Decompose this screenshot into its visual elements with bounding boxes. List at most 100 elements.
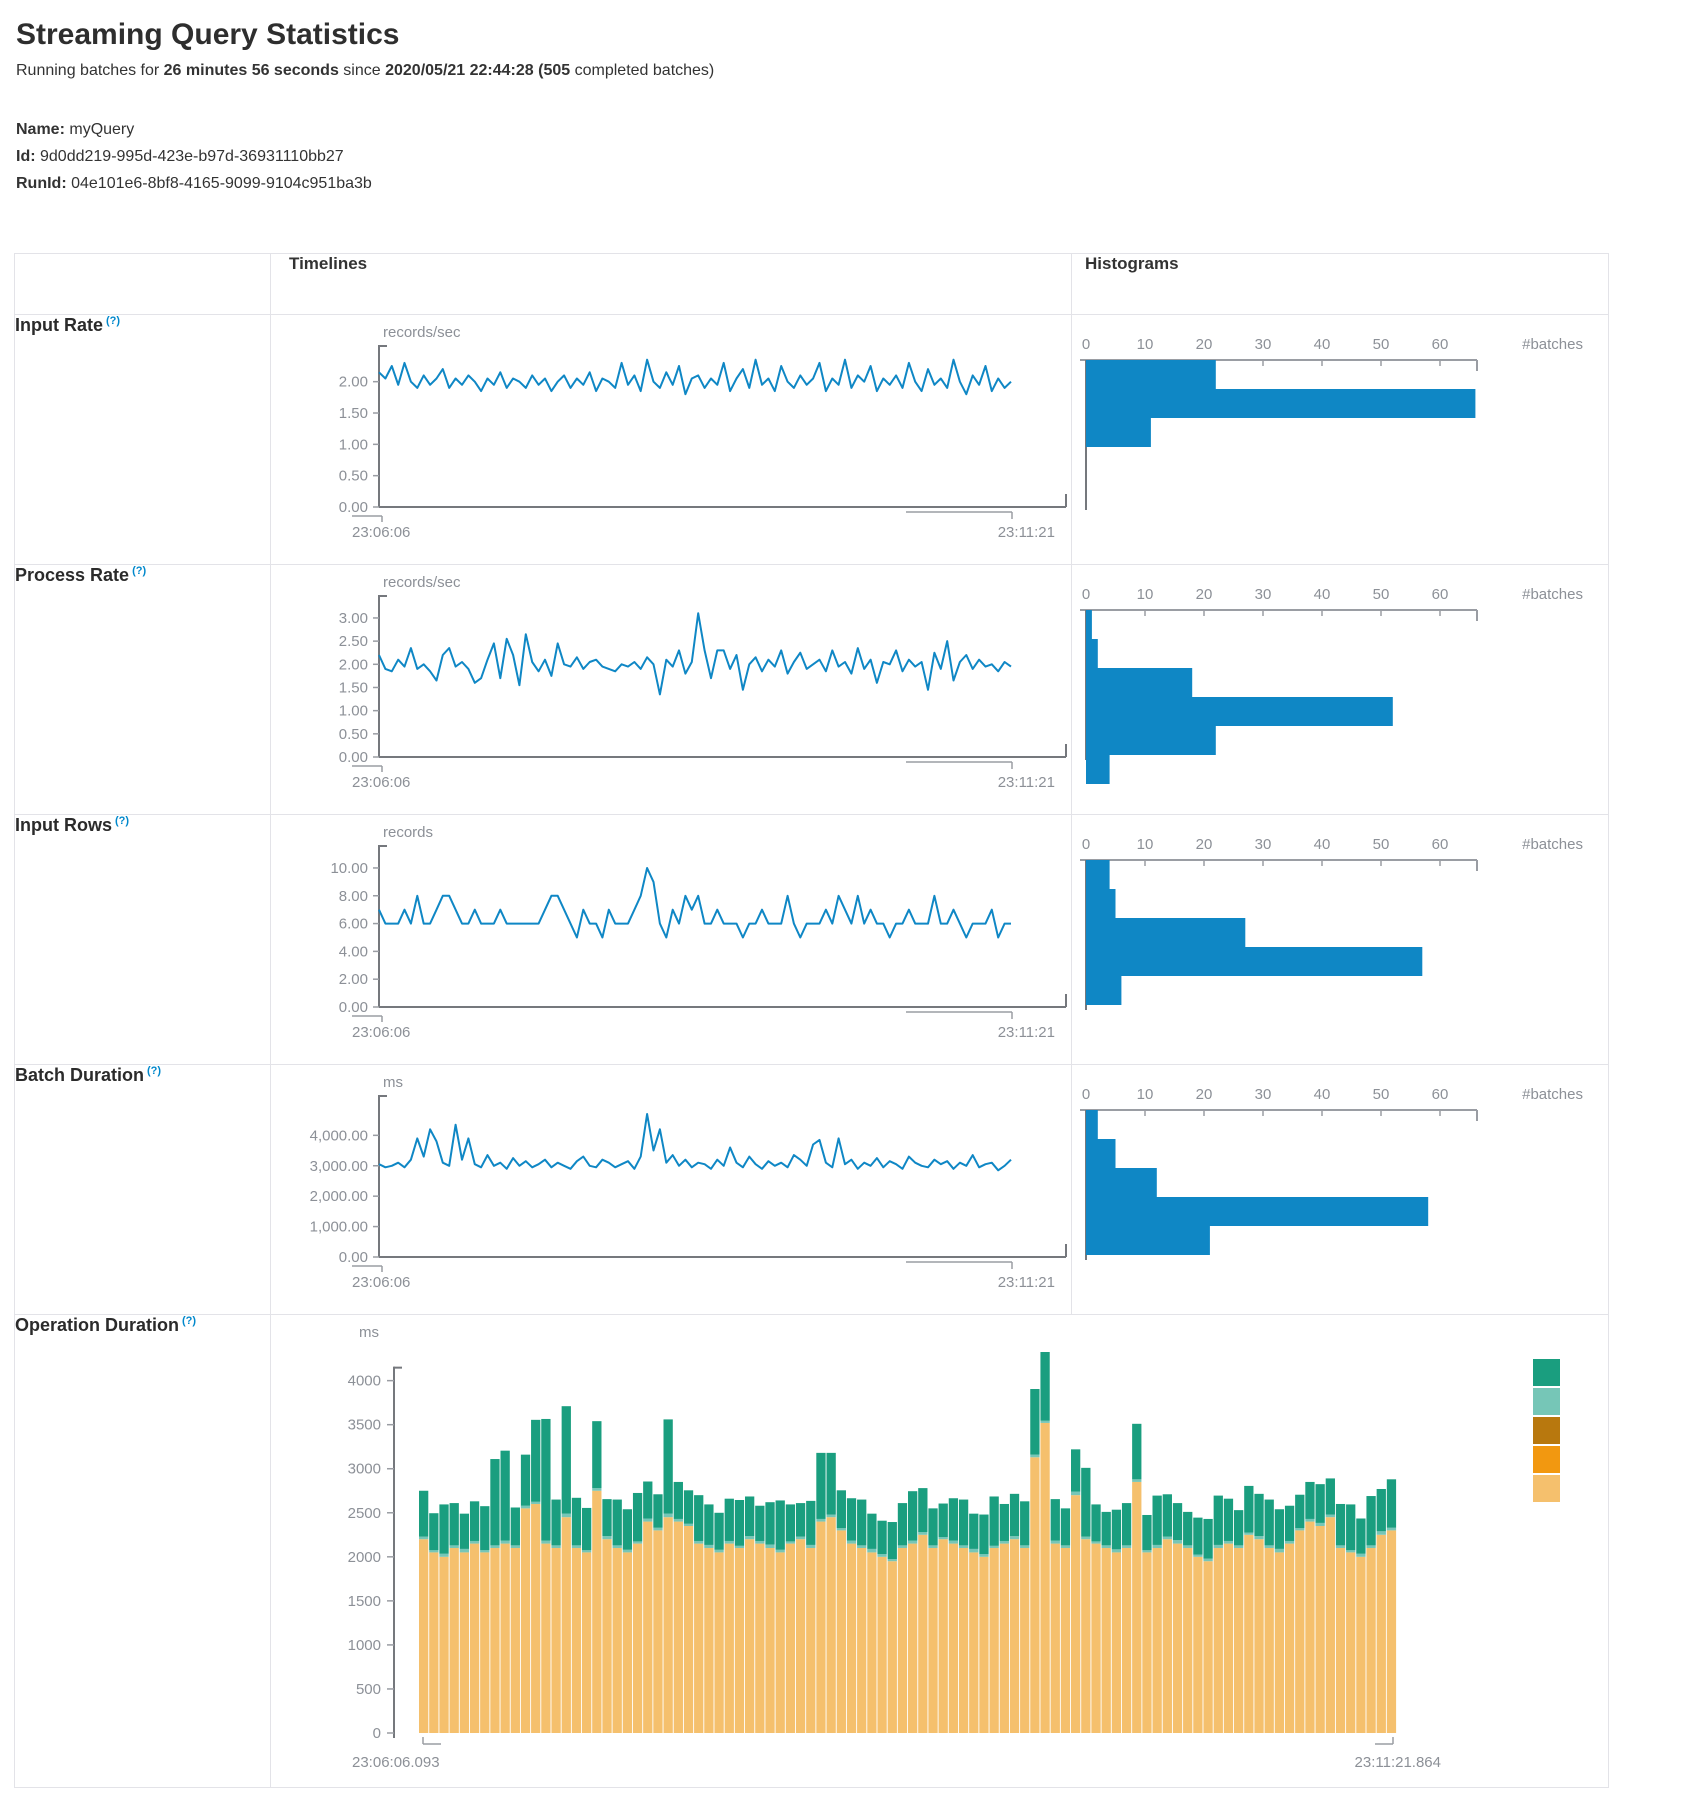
svg-text:20: 20 [1196, 336, 1213, 353]
stacked-bar-segment [551, 1499, 561, 1546]
axes: 3.00 2.50 2.00 1.50 1.00 0.50 0.00 23:06:06 23:1… [339, 595, 1067, 791]
stacked-bar-segment [622, 1552, 633, 1733]
svg-text:500: 500 [356, 1681, 381, 1698]
svg-text:1.50: 1.50 [339, 405, 368, 422]
stacked-bar-segment [969, 1552, 979, 1733]
operation-duration-help-icon[interactable]: (?) [182, 1315, 197, 1327]
stacked-bar-segment [663, 1513, 673, 1518]
stacked-bar-segment [582, 1552, 592, 1733]
stacked-bar-segment [1386, 1479, 1397, 1528]
stacked-bar-segment [1162, 1539, 1172, 1733]
svg-text:0: 0 [1082, 836, 1090, 853]
input-rows-row: Input Rows (?) records 10.00 8.00 6.00 4.00 2.… [14, 814, 1609, 1065]
svg-text:2.50: 2.50 [339, 633, 368, 650]
svg-text:23:11:21: 23:11:21 [998, 524, 1055, 541]
stacked-bar-segment [724, 1543, 734, 1733]
stacked-bar-segment [755, 1540, 765, 1544]
stacked-bar-segment [1071, 1495, 1081, 1733]
page-title: Streaming Query Statistics [16, 18, 400, 51]
stacked-bar-segment [469, 1540, 480, 1544]
histogram-bar [1086, 947, 1423, 976]
stacked-bar-segment [765, 1548, 775, 1733]
stacked-bar-segment [622, 1509, 633, 1550]
svg-text:2.00: 2.00 [339, 374, 368, 391]
stacked-bar-segment [765, 1544, 775, 1549]
input-rate-label-cell: Input Rate (?) [14, 314, 271, 565]
stacked-bar-segment [1111, 1549, 1122, 1553]
stacked-bar-segment [1132, 1423, 1142, 1480]
stacked-bar-segment [1223, 1540, 1234, 1544]
svg-text:3.00: 3.00 [339, 610, 368, 627]
histogram-bar [1086, 418, 1151, 447]
stacked-bar-segment [520, 1454, 531, 1506]
operation-duration-row: Operation Duration (?) ms 4000 3500 3000 2500… [14, 1314, 1609, 1788]
stacked-bar-segment [419, 1536, 429, 1540]
histogram-bar [1086, 976, 1122, 1005]
svg-text:50: 50 [1373, 836, 1390, 853]
stacked-bar-segment [1081, 1467, 1091, 1537]
stacked-bar-segment [439, 1553, 449, 1557]
stacked-bar-segment [1183, 1545, 1193, 1549]
stacked-bar-segment [724, 1498, 734, 1541]
stacked-bar-segment [836, 1530, 846, 1733]
stacked-bar-segment [969, 1548, 979, 1553]
batch-duration-help-icon[interactable]: (?) [147, 1065, 162, 1077]
input-rate-histogram-svg: 0 10 20 30 40 50 60 #batches [1080, 336, 1583, 510]
histogram-bar [1086, 389, 1476, 418]
stacked-bar-segment [887, 1559, 897, 1562]
input-rows-histogram-svg: 0 10 20 30 40 50 60 #batches [1080, 836, 1583, 1010]
input-rate-row: Input Rate (?) records/sec 2.00 1.50 1.00 0.5… [14, 314, 1609, 565]
svg-text:0.00: 0.00 [339, 749, 368, 766]
stacked-bar-segment [531, 1501, 541, 1504]
svg-text:23:06:06: 23:06:06 [352, 524, 410, 541]
stacked-bar-segment [1050, 1540, 1060, 1544]
stacked-bar-segment [1121, 1503, 1132, 1546]
stacked-bar-segment [1060, 1548, 1071, 1733]
query-meta: Name: myQuery Id: 9d0dd219-995d-423e-b97… [16, 116, 1693, 197]
stacked-bar-segment [948, 1540, 959, 1544]
stacked-bar-segment [571, 1548, 582, 1733]
stacked-bar-segment [734, 1500, 745, 1546]
stacked-bar-segment [1223, 1543, 1234, 1733]
stacked-bar-segment [1091, 1541, 1101, 1544]
query-runid: 04e101e6-8bf8-4165-9099-9104c951ba3b [71, 175, 372, 192]
timelines-column-header: Timelines [270, 253, 1072, 315]
stacked-bar-segment [1071, 1491, 1081, 1496]
stacked-bar-segment [673, 1518, 683, 1522]
stacked-bar-segment [612, 1545, 622, 1549]
stacked-bar-segment [1295, 1528, 1305, 1531]
stacked-bar-segment [867, 1548, 877, 1553]
stacked-bar-segment [816, 1452, 826, 1519]
stacked-bar-segment [816, 1521, 826, 1733]
svg-text:23:11:21.864: 23:11:21.864 [1355, 1754, 1441, 1771]
stacked-bar-segment [1244, 1532, 1254, 1535]
stacked-bar-segment [714, 1512, 724, 1550]
process-rate-help-icon[interactable]: (?) [132, 565, 147, 577]
stacked-bar-segment [429, 1550, 439, 1553]
svg-text:10: 10 [1137, 836, 1154, 853]
stacked-bar-segment [1152, 1495, 1162, 1545]
input-rate-histogram-bars [1086, 360, 1476, 447]
stacked-bar-segment [1315, 1522, 1325, 1526]
stacked-bar-segment [1020, 1545, 1030, 1549]
stacked-bar-segment [480, 1552, 490, 1733]
stacked-bar-segment [999, 1540, 1009, 1544]
stacked-bar-segment [673, 1521, 683, 1733]
svg-text:40: 40 [1314, 336, 1331, 353]
stacked-bar-segment [1081, 1539, 1091, 1733]
svg-text:60: 60 [1432, 586, 1449, 603]
stacked-bar-segment [459, 1548, 470, 1553]
stacked-bar-segment [897, 1545, 908, 1549]
stacked-bar-segment [928, 1545, 938, 1549]
stacked-bar-segment [419, 1490, 429, 1537]
stacked-bar-segment [969, 1513, 979, 1549]
input-rate-line [378, 358, 1012, 396]
svg-text:60: 60 [1432, 1086, 1449, 1103]
start-timestamp: 2020/05/21 22:44:28 [385, 62, 534, 79]
stacked-bar-segment [877, 1520, 887, 1555]
stacked-bar-segment [806, 1548, 816, 1733]
input-rows-help-icon[interactable]: (?) [115, 815, 130, 827]
histogram-bar [1086, 639, 1098, 668]
input-rate-help-icon[interactable]: (?) [106, 315, 121, 327]
